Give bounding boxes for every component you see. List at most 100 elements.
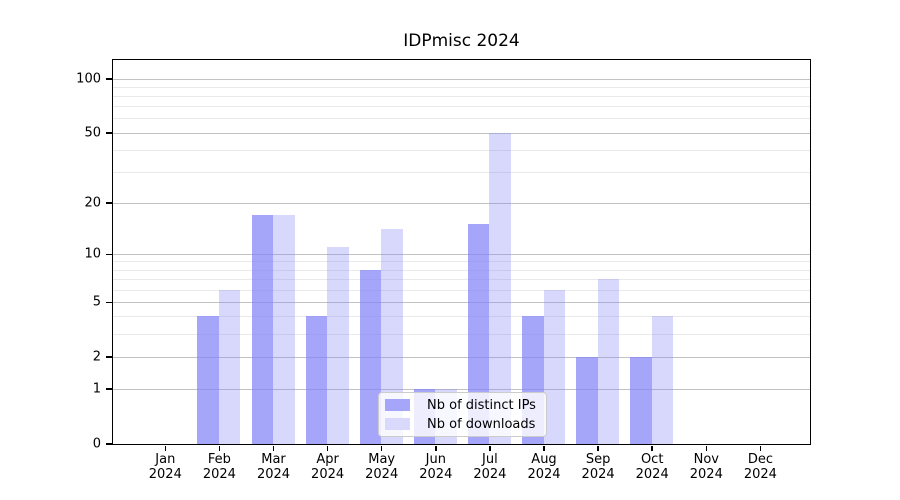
y-tick-label: 100: [76, 71, 101, 87]
y-gridline-minor: [112, 149, 810, 151]
y-gridline-major: [112, 132, 810, 134]
month-label: Apr 2024: [296, 452, 360, 482]
legend-swatch-distinct-ips: [385, 399, 410, 411]
month-name: Nov: [693, 452, 719, 467]
bar-distinct-ips: [359, 269, 382, 444]
x-tick-mark: [326, 445, 329, 451]
month-name: Aug: [531, 452, 557, 467]
month-year: 2024: [473, 467, 507, 482]
bar-distinct-ips: [305, 316, 328, 444]
y-gridline-minor: [112, 171, 810, 173]
month-label: Aug 2024: [512, 452, 576, 482]
y-gridline-major: [112, 301, 810, 303]
month-year: 2024: [689, 467, 723, 482]
month-year: 2024: [365, 467, 399, 482]
month-name: Sep: [585, 452, 611, 467]
x-tick-mark: [272, 445, 275, 451]
y-gridline-minor: [112, 279, 810, 281]
month-label: Feb 2024: [187, 452, 251, 482]
month-name: Jan: [155, 452, 176, 467]
month-label: May 2024: [350, 452, 414, 482]
y-tick-label: 10: [84, 246, 101, 262]
bar-downloads: [543, 289, 565, 444]
bar-distinct-ips: [467, 224, 490, 444]
month-name: Feb: [207, 452, 231, 467]
month-label: Mar 2024: [242, 452, 306, 482]
bar-downloads: [327, 247, 349, 444]
y-gridline-minor: [112, 106, 810, 108]
bar-downloads: [218, 289, 241, 444]
month-year: 2024: [311, 467, 345, 482]
legend-swatch-downloads: [385, 418, 410, 430]
month-label: Jan 2024: [133, 452, 197, 482]
month-label: Jul 2024: [458, 452, 522, 482]
y-tick-label: 1: [92, 381, 101, 397]
month-name: Jul: [482, 452, 498, 467]
month-year: 2024: [581, 467, 615, 482]
bar-downloads: [273, 214, 295, 444]
x-tick-mark: [759, 445, 762, 451]
y-gridline-minor: [112, 86, 810, 88]
y-gridline-minor: [112, 316, 810, 318]
month-year: 2024: [527, 467, 561, 482]
month-year: 2024: [419, 467, 453, 482]
y-tick-label: 0: [92, 436, 101, 452]
legend: Nb of distinct IPs Nb of downloads: [378, 392, 547, 437]
y-gridline-major: [112, 356, 810, 358]
y-gridline-major: [112, 253, 810, 255]
legend-label-distinct-ips: Nb of distinct IPs: [427, 397, 536, 413]
month-label: Sep 2024: [566, 452, 630, 482]
x-tick-mark: [705, 445, 708, 451]
month-name: Jun: [425, 452, 446, 467]
y-tick-mark: [106, 356, 113, 358]
month-label: Dec 2024: [728, 452, 792, 482]
bar-downloads: [651, 316, 674, 444]
y-tick-mark: [106, 388, 113, 390]
x-tick-mark: [164, 445, 167, 451]
month-year: 2024: [256, 467, 291, 482]
bar-distinct-ips: [576, 356, 598, 444]
month-year: 2024: [635, 467, 669, 482]
bar-downloads: [489, 132, 511, 444]
month-label: Jun 2024: [404, 452, 468, 482]
x-tick-mark: [651, 445, 653, 451]
bar-downloads: [597, 279, 620, 444]
bar-downloads: [381, 229, 403, 444]
x-tick-mark: [543, 445, 545, 451]
month-name: May: [368, 452, 396, 467]
x-tick-mark: [435, 445, 437, 451]
bar-distinct-ips: [630, 356, 652, 444]
y-gridline-major: [112, 78, 810, 80]
y-gridline-minor: [112, 333, 810, 335]
y-tick-label: 2: [92, 349, 101, 365]
y-gridline-major: [112, 388, 810, 390]
y-gridline-minor: [112, 118, 810, 120]
y-tick-label: 50: [84, 125, 101, 141]
month-year: 2024: [202, 467, 236, 482]
y-tick-mark: [106, 78, 113, 80]
y-tick-label: 20: [84, 195, 101, 211]
legend-item-downloads: Nb of downloads: [385, 417, 540, 432]
month-name: Mar: [261, 452, 286, 467]
y-tick-mark: [106, 301, 113, 304]
y-tick-mark: [106, 132, 113, 134]
bar-distinct-ips: [197, 316, 219, 444]
month-year: 2024: [148, 467, 182, 482]
month-year: 2024: [743, 467, 777, 482]
x-tick-mark: [218, 445, 221, 451]
y-tick-mark: [106, 443, 113, 445]
y-gridline-minor: [112, 261, 810, 263]
bar-distinct-ips: [251, 214, 273, 444]
legend-item-distinct-ips: Nb of distinct IPs: [385, 398, 540, 413]
y-gridline-minor: [112, 269, 810, 271]
x-tick-mark: [380, 445, 383, 451]
plot-area: [111, 58, 811, 445]
y-gridline-minor: [112, 95, 810, 97]
month-name: Dec: [747, 452, 773, 467]
y-gridline-major: [112, 202, 810, 204]
y-tick-mark: [106, 253, 113, 256]
legend-label-downloads: Nb of downloads: [427, 416, 536, 432]
y-gridline-minor: [112, 289, 810, 291]
month-name: Apr: [316, 452, 339, 467]
